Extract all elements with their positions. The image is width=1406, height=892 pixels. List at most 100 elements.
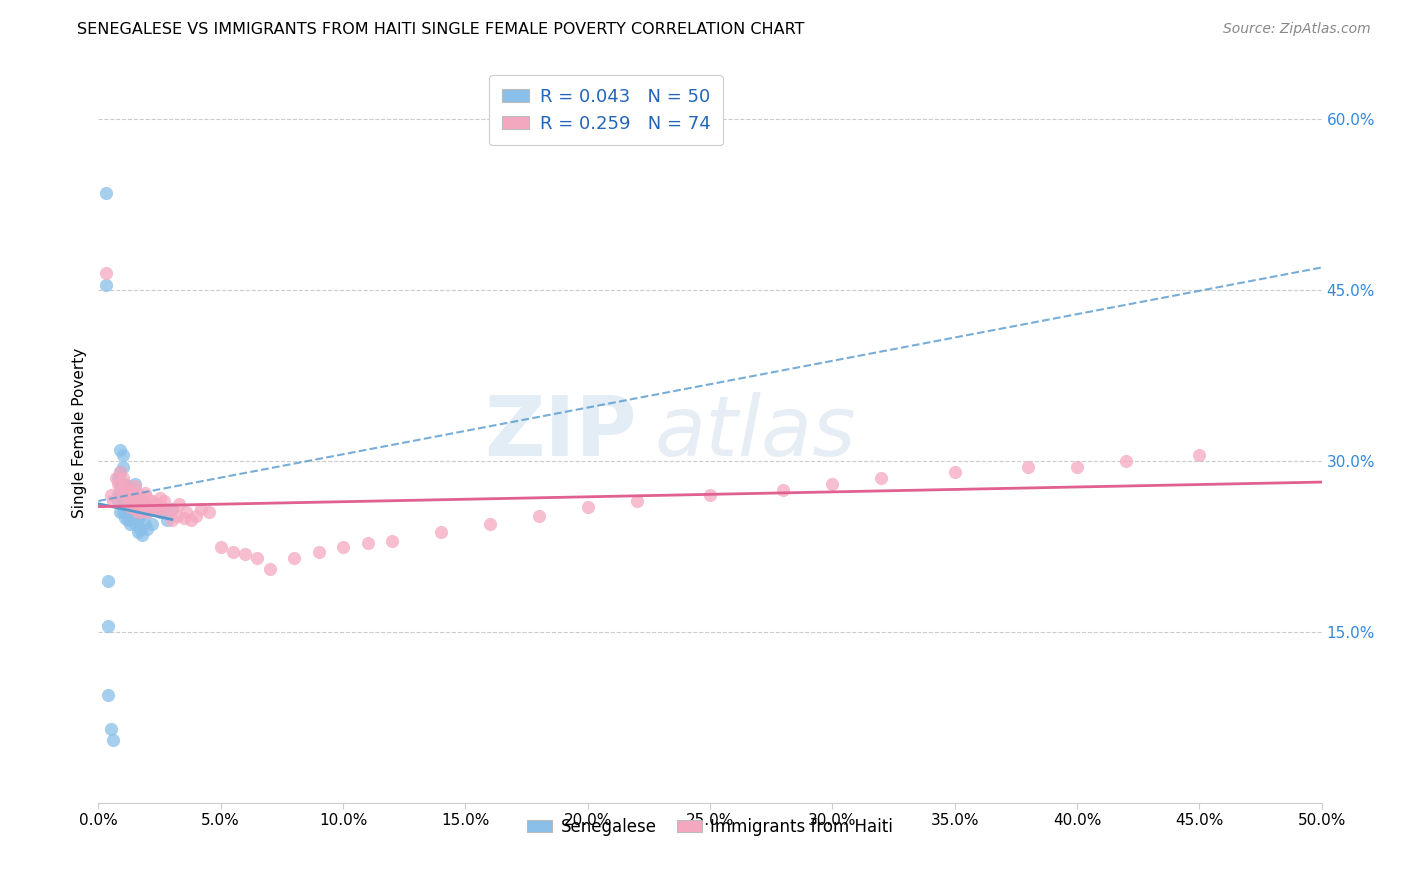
Point [129, 523, 152, 537]
Point [259, 562, 281, 576]
Point [120, 494, 142, 508]
Point [131, 492, 153, 507]
Point [100, 488, 122, 502]
Point [94, 266, 117, 280]
Point [129, 488, 152, 502]
Point [121, 483, 143, 497]
Point [110, 488, 132, 502]
Point [141, 494, 163, 508]
Point [124, 491, 146, 505]
Point [110, 466, 132, 480]
Point [430, 524, 453, 539]
Point [146, 497, 169, 511]
Point [110, 476, 132, 491]
Point [131, 504, 153, 518]
Point [114, 500, 136, 514]
Point [576, 500, 599, 514]
Point [101, 494, 124, 508]
Point [772, 483, 794, 497]
Point [209, 540, 232, 554]
Point [124, 494, 146, 508]
Text: Source: ZipAtlas.com: Source: ZipAtlas.com [1223, 22, 1371, 37]
Point [107, 494, 129, 508]
Point [101, 733, 124, 747]
Text: ZIP: ZIP [484, 392, 637, 473]
Point [166, 508, 188, 523]
Point [111, 488, 134, 502]
Point [124, 476, 146, 491]
Point [143, 502, 166, 516]
Point [149, 491, 172, 505]
Point [308, 545, 330, 559]
Point [127, 505, 149, 519]
Point [180, 513, 202, 527]
Point [222, 545, 245, 559]
Point [111, 483, 134, 497]
Point [107, 488, 129, 502]
Point [127, 524, 149, 539]
Point [149, 504, 172, 518]
Point [1017, 459, 1039, 474]
Point [97, 619, 120, 633]
Point [111, 449, 134, 463]
Point [233, 548, 256, 562]
Point [110, 442, 132, 457]
Point [127, 513, 149, 527]
Point [111, 471, 134, 485]
Point [186, 508, 208, 523]
Point [124, 502, 146, 516]
Legend: Senegalese, Immigrants from Haiti: Senegalese, Immigrants from Haiti [520, 811, 900, 843]
Point [117, 483, 139, 497]
Point [821, 476, 844, 491]
Point [160, 502, 183, 516]
Point [111, 494, 134, 508]
Point [111, 505, 134, 519]
Point [478, 516, 501, 531]
Point [97, 574, 120, 588]
Point [114, 476, 136, 491]
Point [246, 550, 269, 565]
Point [104, 471, 127, 485]
Point [141, 516, 163, 531]
Point [100, 722, 122, 736]
Point [117, 513, 139, 527]
Point [114, 511, 136, 525]
Point [283, 550, 305, 565]
Point [356, 536, 378, 550]
Point [190, 502, 212, 516]
Point [1188, 449, 1211, 463]
Point [120, 488, 142, 502]
Point [129, 500, 152, 514]
Point [149, 505, 172, 519]
Point [197, 505, 219, 519]
Point [107, 476, 129, 491]
Point [1066, 459, 1088, 474]
Point [167, 497, 190, 511]
Point [134, 516, 156, 531]
Point [381, 533, 404, 548]
Point [111, 476, 134, 491]
Point [131, 528, 153, 542]
Point [136, 491, 159, 505]
Point [134, 486, 156, 500]
Point [176, 505, 198, 519]
Point [139, 500, 162, 514]
Point [527, 508, 550, 523]
Point [120, 505, 142, 519]
Point [160, 502, 183, 516]
Point [332, 540, 354, 554]
Point [943, 466, 966, 480]
Point [870, 471, 893, 485]
Point [136, 505, 159, 519]
Point [124, 505, 146, 519]
Point [124, 479, 146, 493]
Point [111, 483, 134, 497]
Point [699, 488, 721, 502]
Point [129, 508, 152, 523]
Text: atlas: atlas [655, 392, 856, 473]
Point [111, 494, 134, 508]
Point [121, 494, 143, 508]
Point [173, 511, 195, 525]
Point [94, 277, 117, 292]
Point [156, 513, 179, 527]
